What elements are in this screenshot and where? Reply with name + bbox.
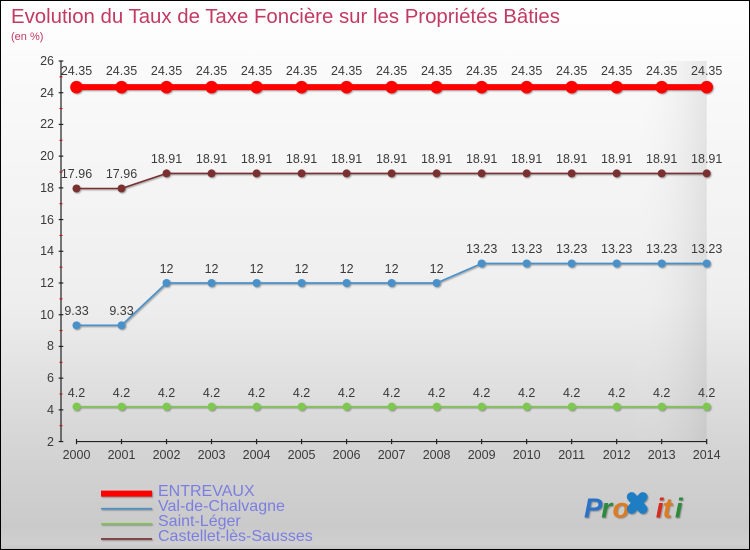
svg-text:i: i [675,493,684,524]
svg-text:t: t [663,493,674,524]
svg-text:P: P [584,493,603,524]
